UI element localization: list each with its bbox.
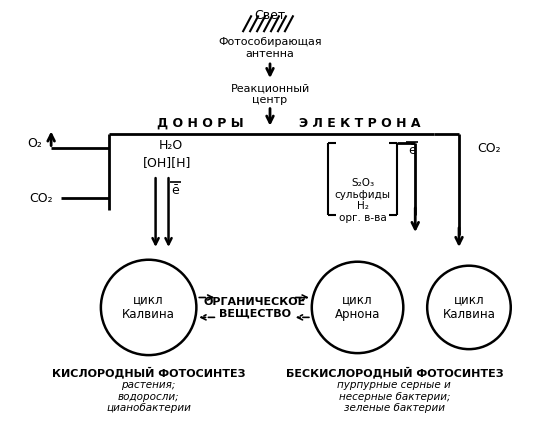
Text: растения;
водоросли;
цианобактерии: растения; водоросли; цианобактерии	[106, 380, 191, 413]
Text: цикл
Калвина: цикл Калвина	[122, 293, 175, 321]
Text: цикл
Арнона: цикл Арнона	[335, 293, 380, 321]
Circle shape	[427, 266, 511, 349]
Circle shape	[101, 260, 197, 355]
Text: [ОН][Н]: [ОН][Н]	[143, 156, 191, 169]
Text: пурпурные серные и
несерные бактерии;
зеленые бактерии: пурпурные серные и несерные бактерии; зе…	[338, 380, 451, 413]
Text: Н₂О: Н₂О	[159, 139, 183, 152]
Text: ē: ē	[172, 184, 179, 197]
Text: CО₂: CО₂	[29, 192, 53, 204]
Text: Реакционный
центр: Реакционный центр	[231, 84, 309, 106]
Text: цикл
Калвина: цикл Калвина	[443, 293, 495, 321]
Text: S₂O₃
сульфиды
Н₂
орг. в-ва: S₂O₃ сульфиды Н₂ орг. в-ва	[334, 178, 390, 223]
Text: КИСЛОРОДНЫЙ ФОТОСИНТЕЗ: КИСЛОРОДНЫЙ ФОТОСИНТЕЗ	[52, 367, 245, 379]
Text: Свет: Свет	[254, 9, 286, 22]
Text: БЕСКИСЛОРОДНЫЙ ФОТОСИНТЕЗ: БЕСКИСЛОРОДНЫЙ ФОТОСИНТЕЗ	[286, 367, 503, 379]
Circle shape	[312, 262, 403, 353]
Text: Э Л Е К Т Р О Н А: Э Л Е К Т Р О Н А	[299, 116, 420, 129]
Text: ОРГАНИЧЕСКОЕ
ВЕЩЕСТВО: ОРГАНИЧЕСКОЕ ВЕЩЕСТВО	[204, 296, 306, 318]
Text: Фотособирающая
антенна: Фотособирающая антенна	[218, 37, 322, 59]
Text: ē: ē	[408, 144, 416, 157]
Text: О₂: О₂	[27, 137, 42, 150]
Text: CО₂: CО₂	[477, 142, 501, 155]
Text: Д О Н О Р Ы: Д О Н О Р Ы	[157, 116, 244, 129]
